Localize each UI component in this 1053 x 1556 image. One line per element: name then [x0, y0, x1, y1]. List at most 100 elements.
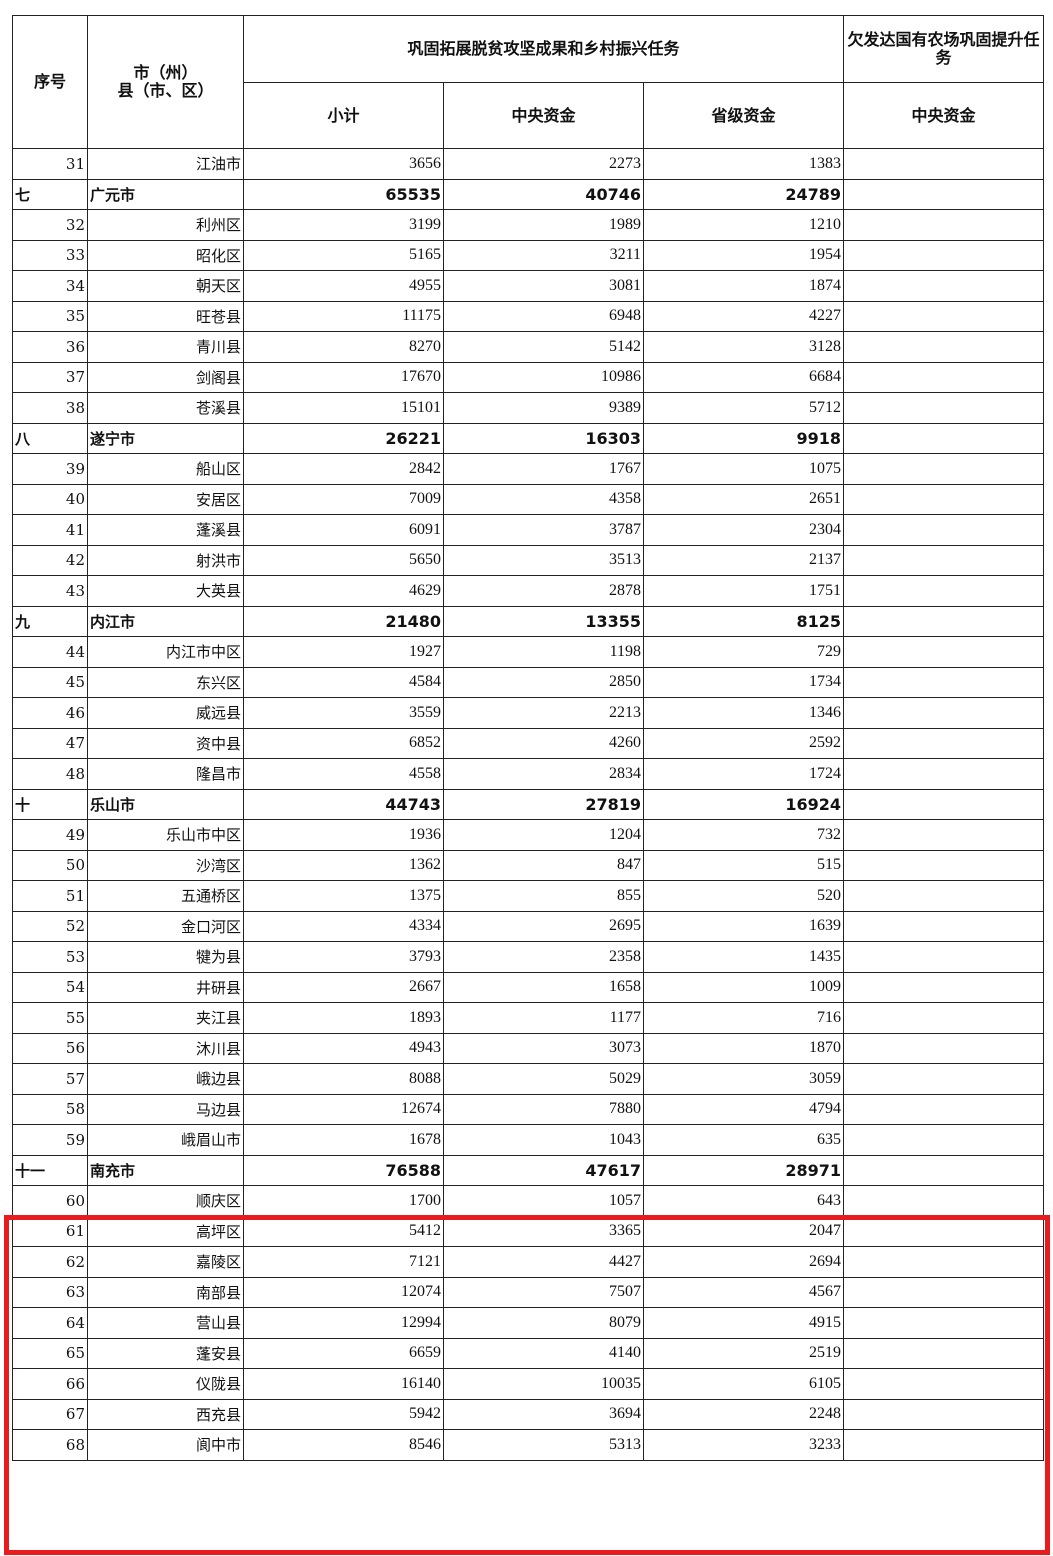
table-row: 63 南部县 12074 7507 4567: [12, 1276, 1045, 1308]
cell-name: 夹江县: [87, 1002, 244, 1034]
cell-farm-central: [843, 849, 1045, 881]
table-row: 58 马边县 12674 7880 4794: [12, 1093, 1045, 1125]
cell-subtotal: 7121: [243, 1246, 444, 1278]
cell-farm-central: [843, 697, 1045, 729]
cell-provincial: 716: [642, 1002, 845, 1034]
cell-provincial: 16924: [642, 788, 845, 820]
cell-provincial: 4794: [642, 1093, 845, 1125]
cell-subtotal: 76588: [243, 1154, 444, 1186]
cell-farm-central: [843, 422, 1045, 454]
cell-provincial: 3059: [642, 1063, 845, 1095]
cell-subtotal: 1893: [243, 1002, 444, 1034]
cell-subtotal: 8088: [243, 1063, 444, 1095]
cell-farm-central: [843, 636, 1045, 668]
cell-subtotal: 5165: [243, 239, 444, 271]
cell-seq: 七: [12, 178, 88, 210]
cell-central: 5313: [443, 1429, 644, 1461]
cell-provincial: 28971: [642, 1154, 845, 1186]
cell-subtotal: 4558: [243, 758, 444, 790]
cell-subtotal: 11175: [243, 300, 444, 332]
cell-name: 射洪市: [87, 544, 244, 576]
cell-name: 船山区: [87, 453, 244, 485]
cell-subtotal: 3199: [243, 209, 444, 241]
cell-central: 3211: [443, 239, 644, 271]
cell-name: 东兴区: [87, 666, 244, 698]
cell-seq: 39: [12, 453, 88, 485]
cell-central: 847: [443, 849, 644, 881]
cell-name: 遂宁市: [87, 422, 244, 454]
header-provincial: 省级资金: [642, 82, 845, 149]
cell-name: 南部县: [87, 1276, 244, 1308]
cell-subtotal: 26221: [243, 422, 444, 454]
cell-farm-central: [843, 1368, 1045, 1400]
table-row: 64 营山县 12994 8079 4915: [12, 1307, 1045, 1339]
table-row: 46 威远县 3559 2213 1346: [12, 697, 1045, 729]
cell-farm-central: [843, 1185, 1045, 1217]
city-row: 十一 南充市 76588 47617 28971: [12, 1154, 1045, 1186]
cell-seq: 52: [12, 910, 88, 942]
cell-seq: 33: [12, 239, 88, 271]
table-row: 56 沐川县 4943 3073 1870: [12, 1032, 1045, 1064]
cell-name: 阆中市: [87, 1429, 244, 1461]
cell-name: 金口河区: [87, 910, 244, 942]
table-row: 44 内江市中区 1927 1198 729: [12, 636, 1045, 668]
cell-provincial: 5712: [642, 392, 845, 424]
cell-name: 威远县: [87, 697, 244, 729]
cell-farm-central: [843, 1337, 1045, 1369]
table-row: 65 蓬安县 6659 4140 2519: [12, 1337, 1045, 1369]
cell-provincial: 1724: [642, 758, 845, 790]
cell-central: 2834: [443, 758, 644, 790]
cell-name: 高坪区: [87, 1215, 244, 1247]
cell-central: 3513: [443, 544, 644, 576]
cell-central: 13355: [443, 605, 644, 637]
cell-central: 1057: [443, 1185, 644, 1217]
cell-subtotal: 3793: [243, 941, 444, 973]
cell-seq: 68: [12, 1429, 88, 1461]
cell-subtotal: 5650: [243, 544, 444, 576]
cell-farm-central: [843, 941, 1045, 973]
cell-seq: 59: [12, 1124, 88, 1156]
cell-central: 10986: [443, 361, 644, 393]
cell-subtotal: 12674: [243, 1093, 444, 1125]
cell-seq: 63: [12, 1276, 88, 1308]
cell-provincial: 635: [642, 1124, 845, 1156]
cell-subtotal: 1362: [243, 849, 444, 881]
cell-name: 青川县: [87, 331, 244, 363]
cell-name: 乐山市中区: [87, 819, 244, 851]
cell-provincial: 3128: [642, 331, 845, 363]
cell-seq: 54: [12, 971, 88, 1003]
cell-provincial: 1383: [642, 148, 845, 180]
table-row: 37 剑阁县 17670 10986 6684: [12, 361, 1045, 393]
table-row: 41 蓬溪县 6091 3787 2304: [12, 514, 1045, 546]
cell-farm-central: [843, 270, 1045, 302]
cell-subtotal: 5412: [243, 1215, 444, 1247]
cell-provincial: 643: [642, 1185, 845, 1217]
cell-provincial: 2519: [642, 1337, 845, 1369]
city-row: 九内江市 21480 13355 8125: [12, 605, 1045, 637]
cell-seq: 九: [12, 605, 88, 637]
cell-subtotal: 3559: [243, 697, 444, 729]
cell-farm-central: [843, 1246, 1045, 1278]
cell-provincial: 1435: [642, 941, 845, 973]
cell-subtotal: 4955: [243, 270, 444, 302]
table-row: 31 江油市 3656 2273 1383: [12, 148, 1045, 180]
table-row: 67 西充县 5942 3694 2248: [12, 1398, 1045, 1430]
cell-farm-central: [843, 1398, 1045, 1430]
cell-name: 内江市: [87, 605, 244, 637]
cell-farm-central: [843, 1276, 1045, 1308]
table-row: 61 高坪区 5412 3365 2047: [12, 1215, 1045, 1247]
cell-central: 3081: [443, 270, 644, 302]
cell-farm-central: [843, 575, 1045, 607]
cell-central: 10035: [443, 1368, 644, 1400]
cell-seq: 40: [12, 483, 88, 515]
city-row: 八遂宁市 26221 16303 9918: [12, 422, 1045, 454]
cell-provincial: 1751: [642, 575, 845, 607]
header-seq: 序号: [12, 15, 88, 149]
cell-provincial: 1870: [642, 1032, 845, 1064]
cell-provincial: 2694: [642, 1246, 845, 1278]
cell-central: 2878: [443, 575, 644, 607]
cell-farm-central: [843, 666, 1045, 698]
cell-central: 27819: [443, 788, 644, 820]
cell-subtotal: 21480: [243, 605, 444, 637]
cell-seq: 56: [12, 1032, 88, 1064]
